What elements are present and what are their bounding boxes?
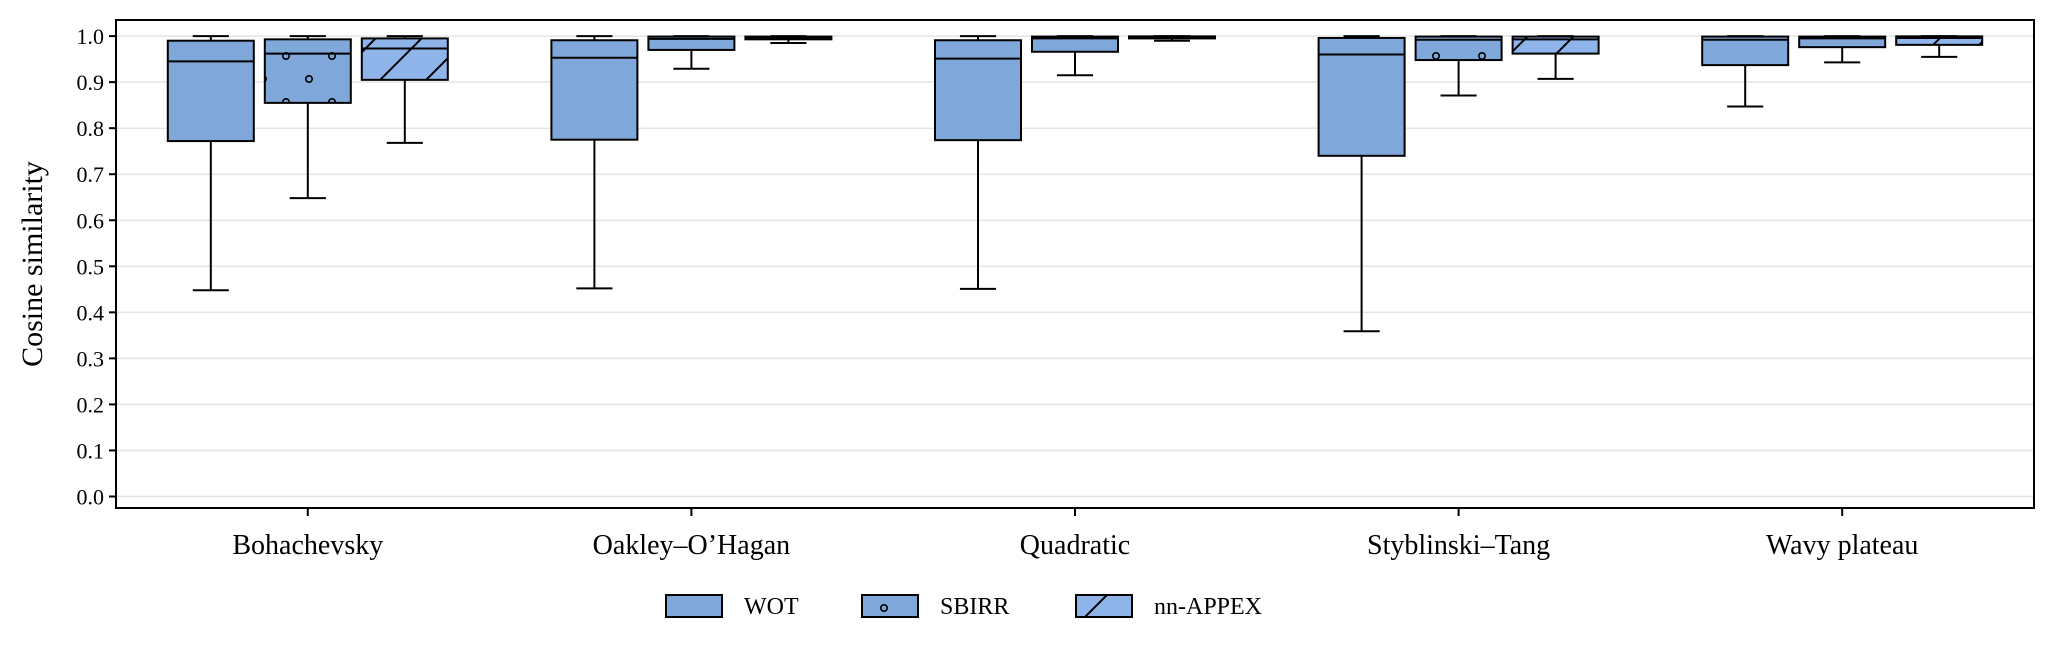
box-sbirr [1031, 35, 1119, 77]
box-outline [360, 37, 449, 81]
legend-entry: WOT [665, 594, 799, 620]
x-axis: Bohachevsky Oakley–O’Hagan Quadratic Stybli… [232, 508, 1918, 561]
legend-entry: SBIRR [861, 594, 1009, 620]
y-tick-label: 0.1 [77, 438, 105, 463]
x-tick-label: Styblinski–Tang [1367, 530, 1550, 561]
box-outline [1317, 36, 1406, 157]
box-groups [166, 35, 1984, 333]
legend-entry: nn-APPEX [1075, 594, 1262, 620]
y-tick-label: 0.2 [77, 392, 105, 417]
box-nn-appex [360, 35, 449, 144]
box-nn-appex [1511, 35, 1600, 80]
box-sbirr [1798, 35, 1887, 64]
box-hatch [361, 38, 448, 80]
box-nn-appex [1128, 35, 1216, 42]
box-hatch [648, 36, 735, 50]
legend-swatch-outline [665, 594, 723, 618]
box-hatch [1896, 36, 1983, 45]
box-outline [647, 35, 736, 51]
box-body [1702, 36, 1789, 66]
box-outline [1895, 35, 1984, 46]
x-tick-label: Wavy plateau [1766, 530, 1918, 561]
legend-swatch-outline [1075, 594, 1133, 618]
y-tick-label: 0.6 [77, 208, 105, 233]
box-nn-appex [1895, 35, 1984, 58]
box-wot [166, 35, 255, 292]
box-body [167, 40, 254, 142]
box-wot [550, 35, 639, 290]
box-outline [166, 39, 255, 143]
legend-swatch-hatch [1076, 595, 1132, 617]
box-hatch [1512, 36, 1599, 54]
y-tick-label: 1.0 [77, 24, 105, 49]
box-hatch [264, 39, 351, 103]
box-hatch [1799, 36, 1886, 48]
x-tick-label: Bohachevsky [232, 530, 383, 561]
y-tick-label: 0.4 [77, 300, 105, 325]
plot-frame [115, 19, 2035, 509]
y-tick-label: 0.9 [77, 70, 105, 95]
x-tick-label: Quadratic [1020, 530, 1130, 561]
box-outline [1511, 35, 1600, 55]
x-tick-label: Oakley–O’Hagan [593, 530, 790, 561]
legend-label: SBIRR [940, 594, 1009, 620]
box-wot [1317, 35, 1406, 333]
box-outline [550, 39, 639, 141]
box-outline [1414, 35, 1503, 62]
box-hatch [1415, 36, 1502, 61]
box-outline [263, 38, 352, 104]
box-sbirr [263, 35, 352, 200]
box-wot [934, 35, 1022, 290]
y-axis: 0.0 0.1 0.2 0.3 0.4 0.5 0.6 0.7 0.8 0.9 1.0 [77, 24, 116, 509]
y-tick-label: 0.8 [77, 116, 105, 141]
box-wot [1701, 35, 1790, 108]
box-outline [1031, 35, 1119, 53]
box-sbirr [647, 35, 736, 70]
box-sbirr [1414, 35, 1503, 97]
y-axis-title: Cosine similarity [16, 161, 49, 367]
y-tick-label: 0.3 [77, 346, 105, 371]
box-body [551, 40, 638, 140]
legend-label: WOT [744, 594, 799, 620]
legend-swatch-hatch [862, 595, 918, 617]
legend: WOT SBIRR nn-APPEX [665, 594, 1262, 620]
box-body [1318, 37, 1405, 156]
y-tick-label: 0.7 [77, 162, 105, 187]
grid-lines [116, 35, 2034, 498]
y-tick-label: 0.5 [77, 254, 105, 279]
y-tick-label: 0.0 [77, 484, 105, 509]
box-hatch [1032, 36, 1118, 52]
box-nn-appex [744, 35, 833, 45]
legend-swatch-outline [861, 594, 919, 618]
box-body [935, 40, 1021, 141]
legend-swatch [666, 595, 722, 617]
box-outline [1701, 35, 1790, 67]
box-outline [934, 39, 1022, 142]
box-outline [1798, 35, 1887, 49]
legend-label: nn-APPEX [1154, 594, 1262, 620]
